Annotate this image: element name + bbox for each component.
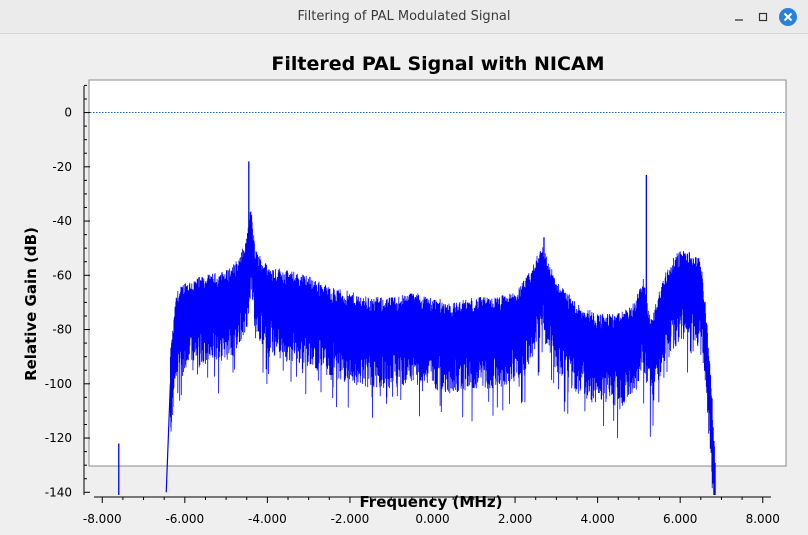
chart-title: Filtered PAL Signal with NICAM bbox=[271, 53, 604, 75]
x-axis: -8.000 -6.000 -4.000 -2.000 0.000 2.000 4.000 6… bbox=[83, 496, 780, 526]
x-tick-label: 8.000 bbox=[746, 512, 780, 526]
maximize-button[interactable] bbox=[752, 6, 774, 28]
x-tick-label: 0.000 bbox=[415, 512, 449, 526]
x-tick-label: -2.000 bbox=[331, 512, 370, 526]
spectrum-chart: Filtered PAL Signal with NICAM 0 -20 -40 -6… bbox=[22, 53, 787, 526]
y-tick-label: -100 bbox=[45, 377, 72, 391]
y-tick-label: -40 bbox=[52, 214, 72, 228]
x-tick-label: -8.000 bbox=[83, 512, 122, 526]
y-axis: 0 -20 -40 -60 -80 -100 -120 -140 bbox=[45, 84, 90, 499]
x-tick-label: -6.000 bbox=[165, 512, 204, 526]
close-icon bbox=[779, 8, 797, 26]
spectrum-left-edge bbox=[165, 383, 171, 493]
maximize-icon bbox=[758, 12, 768, 22]
plot-area: Filtered PAL Signal with NICAM 0 -20 -40 -6… bbox=[0, 34, 808, 531]
close-button[interactable] bbox=[777, 6, 799, 28]
y-tick-label: -20 bbox=[52, 160, 72, 174]
y-tick-label: -140 bbox=[45, 485, 72, 499]
x-tick-label: 4.000 bbox=[580, 512, 614, 526]
series-group bbox=[118, 161, 716, 496]
x-tick-label: 6.000 bbox=[663, 512, 697, 526]
y-tick-label: 0 bbox=[64, 106, 72, 120]
minimize-icon bbox=[735, 19, 743, 21]
title-bar[interactable]: Filtering of PAL Modulated Signal bbox=[0, 0, 808, 34]
minimize-button[interactable] bbox=[728, 6, 750, 28]
y-tick-label: -60 bbox=[52, 268, 72, 282]
x-tick-label: 2.000 bbox=[498, 512, 532, 526]
y-tick-label: -120 bbox=[45, 431, 72, 445]
x-axis-label: Frequency (MHz) bbox=[360, 493, 503, 511]
x-tick-label: -4.000 bbox=[248, 512, 287, 526]
y-axis-label: Relative Gain (dB) bbox=[22, 227, 40, 381]
y-tick-label: -80 bbox=[52, 323, 72, 337]
window-title: Filtering of PAL Modulated Signal bbox=[297, 9, 511, 24]
spectrum-trace bbox=[170, 211, 716, 496]
